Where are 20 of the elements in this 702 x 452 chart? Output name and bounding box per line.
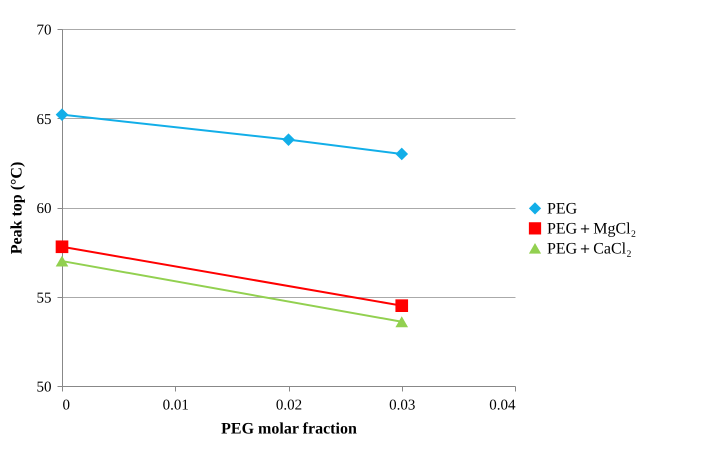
- x-axis-title: PEG molar fraction: [221, 420, 357, 438]
- x-tick-label: 0.04: [489, 398, 516, 414]
- legend-label: PEG＋MgCl₂: [547, 220, 636, 238]
- x-tick-label: 0.03: [389, 398, 416, 414]
- point: [282, 133, 295, 146]
- x-tick-label: 0.01: [162, 398, 189, 414]
- legend-label: PEG＋CaCl₂: [547, 240, 632, 258]
- point: [56, 240, 68, 254]
- y-tick-label: 70: [36, 22, 52, 38]
- x-tick-label: 0.02: [276, 398, 302, 414]
- legend-label: PEG: [547, 200, 578, 218]
- point: [395, 299, 408, 312]
- y-tick-label: 65: [36, 112, 52, 128]
- point: [395, 148, 408, 160]
- y-tick-label: 55: [36, 290, 52, 306]
- y-tick-label: 50: [36, 380, 52, 396]
- x-tick-label: 0: [62, 398, 70, 414]
- y-axis-title: Peak top (°C): [8, 162, 26, 254]
- y-tick-label: 60: [36, 201, 52, 217]
- point: [56, 108, 68, 122]
